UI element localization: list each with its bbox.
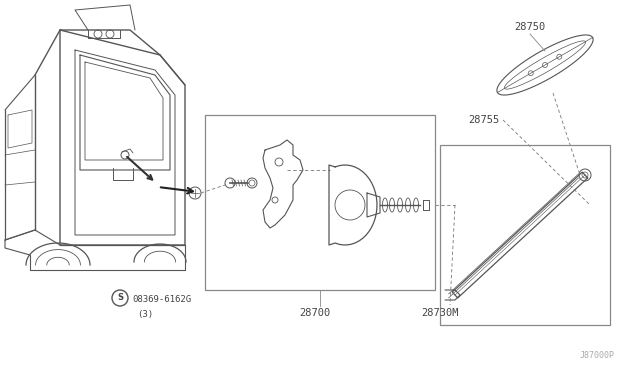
Bar	[205, 115, 435, 290]
Text: 28750: 28750	[515, 22, 546, 32]
Text: 08369-6162G: 08369-6162G	[132, 295, 191, 305]
Text: 28755: 28755	[468, 115, 499, 125]
Text: 28730M: 28730M	[421, 308, 459, 318]
Text: S: S	[117, 294, 123, 302]
Bar	[440, 145, 610, 325]
Text: J87000P: J87000P	[580, 350, 615, 359]
Text: 28700: 28700	[300, 308, 331, 318]
Text: (3): (3)	[137, 311, 153, 320]
